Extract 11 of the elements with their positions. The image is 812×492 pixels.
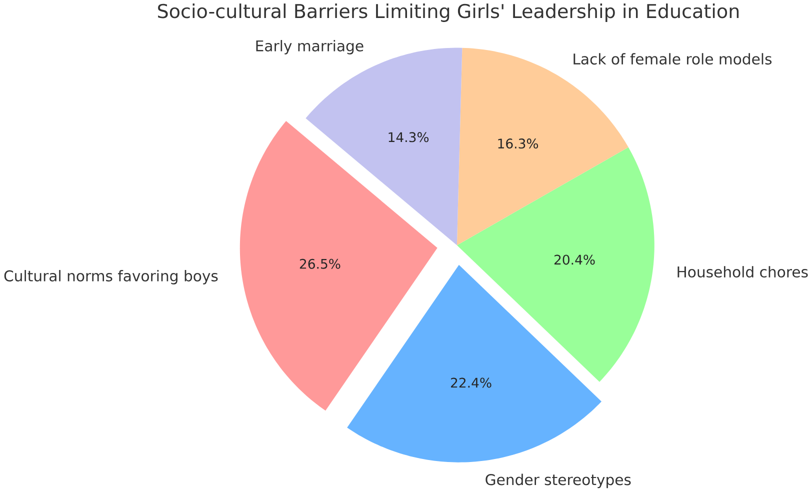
- data-label: 20.4%: [554, 254, 595, 265]
- slice-label: Lack of female role models: [574, 53, 772, 65]
- data-label: 16.3%: [498, 138, 538, 149]
- slice-label: Cultural norms favoring boys: [4, 270, 218, 285]
- data-label: 26.5%: [300, 259, 340, 270]
- data-label: 14.3%: [388, 132, 429, 142]
- chart-title: Socio-cultural Barriers Limiting Girls' Leadership in Education: [158, 4, 739, 22]
- slice-label: Gender stereotypes: [486, 474, 631, 488]
- slice-label: Household chores: [678, 266, 808, 278]
- slice-label: Early marriage: [256, 40, 364, 54]
- data-label: 22.4%: [450, 378, 492, 388]
